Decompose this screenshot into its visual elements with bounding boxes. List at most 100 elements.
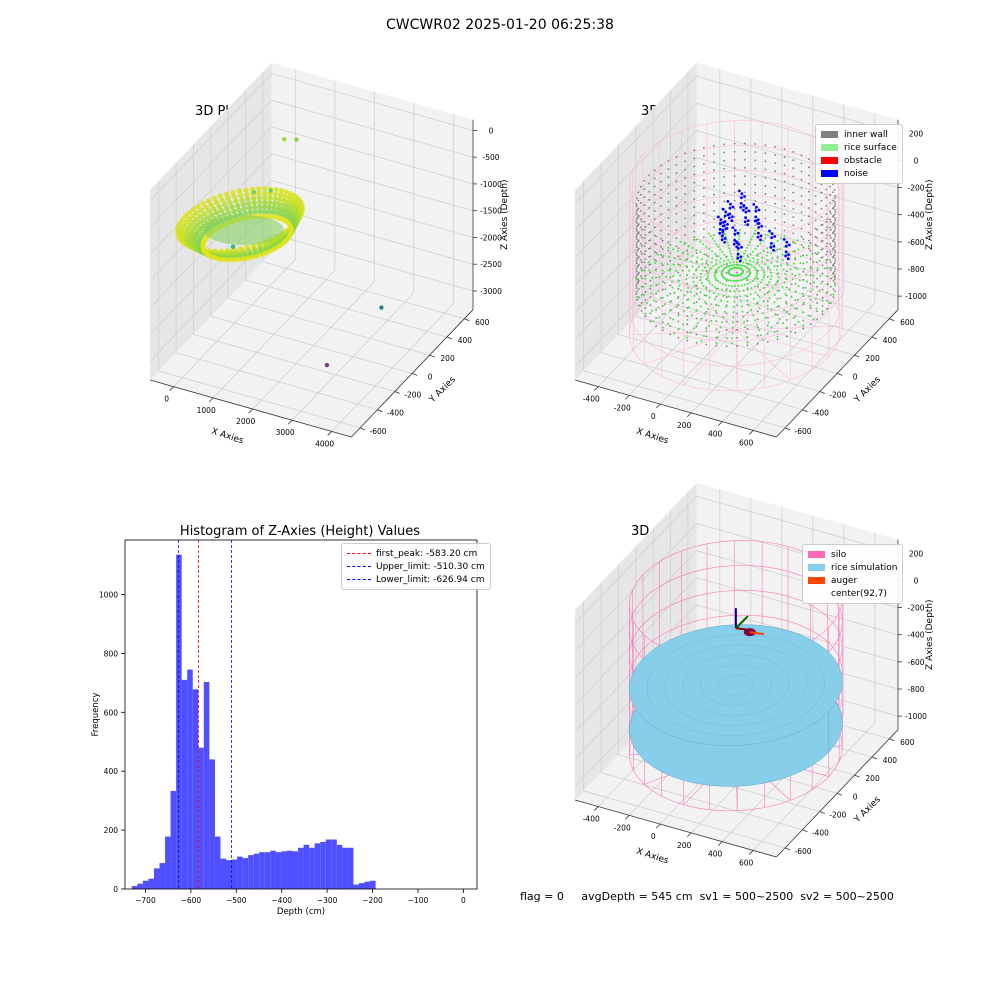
surface-point [658,316,661,319]
wall-point [653,185,656,188]
surface-point [693,302,696,305]
wall-point [649,279,652,282]
wall-point [816,245,818,247]
z-tick-label: 200 [909,129,924,138]
surface-point [693,273,696,276]
y-grid-line [687,71,890,320]
wall-point [744,183,746,186]
surface-point [803,301,805,304]
surface-point [722,294,725,297]
wall-point [723,167,726,170]
surface-point [755,274,758,277]
surface-point [791,273,794,276]
wall-point [653,258,656,261]
wall-point [675,221,678,223]
wall-point [816,261,818,264]
surface-point [721,283,724,285]
wall-point [703,236,705,239]
wall-point [640,301,643,304]
data-point [201,217,207,223]
wall-point [640,259,642,261]
silo-outline-spoke [644,330,736,365]
wall-point [635,230,638,232]
wall-point [766,308,769,311]
surface-point [784,277,787,280]
wall-point [829,218,831,221]
wall-point [800,227,803,230]
surface-point [778,290,781,292]
wall-point [834,274,836,276]
surface-point [756,324,758,327]
wall-point [713,161,715,163]
wall-point [655,300,657,303]
wall-point [820,232,823,235]
wall-point [640,285,643,288]
surface-point [718,266,721,269]
surface-point [732,261,735,264]
wall-point [794,299,797,301]
wall-point [774,145,777,148]
wall-point [705,262,708,264]
surface-point [791,278,794,281]
wall-point [744,167,746,169]
surface-point [744,331,747,334]
surface-point [780,237,782,240]
surface-point [695,261,698,264]
wall-point [792,183,795,186]
silo-outline-spoke [735,330,738,391]
surface-point [699,240,702,243]
wall-point [643,212,646,215]
surface-point [696,238,699,241]
wall-point [640,250,642,253]
surface-point [805,274,808,276]
surface-point [750,238,753,241]
surface-point [742,289,745,292]
surface-point [825,259,828,262]
x-tick-label: 400 [708,850,723,859]
wall-point [821,288,824,291]
wall-point [686,323,689,326]
surface-point [681,251,684,254]
surface-point [784,292,787,295]
wall-point [754,200,757,202]
surface-point [825,291,828,294]
surface-point [708,269,711,272]
surface-point [654,269,657,272]
wall-point [655,260,657,262]
data-point [262,186,268,192]
surface-point [739,300,742,303]
wall-point [829,259,831,261]
data-point [282,193,288,199]
wall-point [808,182,810,185]
surface-point [685,278,688,281]
silo-outline-spoke [735,325,843,331]
wall-point [744,142,746,145]
wall-point [655,268,657,270]
wall-point [644,250,647,253]
data-point [240,256,246,262]
surface-point [770,309,773,311]
wall-point [833,262,836,265]
wall-point [776,305,779,308]
wall-point [635,276,638,279]
wall-point [669,252,672,254]
wall-point [648,174,650,177]
wall-point [774,211,777,213]
wall-point [637,263,640,266]
surface-point [717,280,720,283]
surface-point [750,309,753,312]
surface-point [716,267,719,270]
y-tick-label: 0 [853,372,858,381]
surface-point [740,305,743,308]
data-point [236,207,242,213]
data-point [258,252,264,258]
wall-point [829,261,832,264]
surface-point [754,285,757,288]
wall-point [833,254,836,256]
wall-point [644,299,647,301]
surface-point [760,266,763,269]
data-point [256,195,262,201]
wall-point [792,216,795,219]
x-axis-label: X Axies [635,847,670,867]
surface-point [648,269,651,272]
